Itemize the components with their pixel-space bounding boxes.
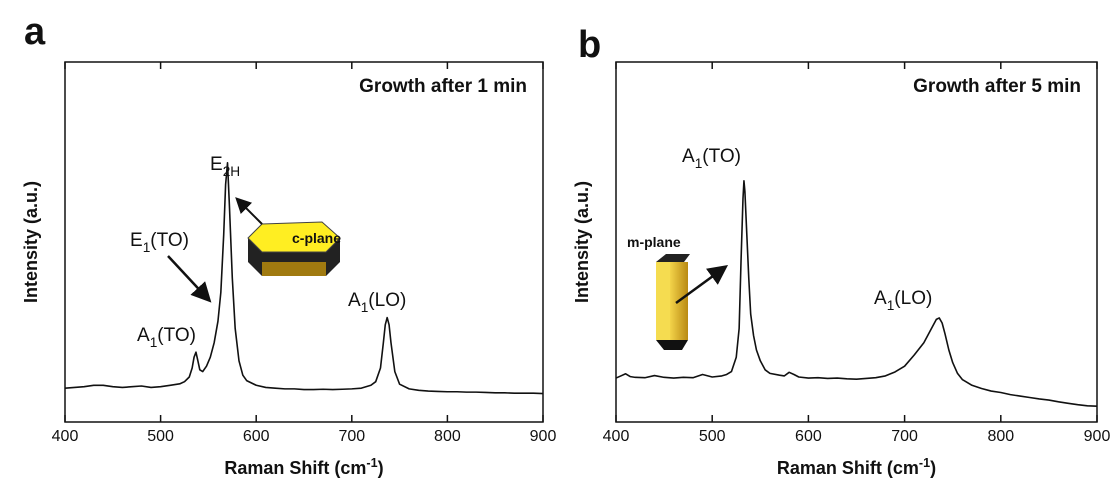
arrow [167, 255, 212, 303]
peak-label: E2H [210, 154, 240, 179]
illustration-label: c-plane [292, 230, 341, 246]
plot-frame [615, 61, 1098, 423]
peak-label-subscript: 1 [143, 240, 151, 255]
x-tick-label: 600 [795, 428, 822, 445]
x-tick-label: 400 [52, 428, 79, 445]
peak-label-text: E [210, 154, 223, 175]
x-tick-label: 400 [603, 428, 630, 445]
peak-label: A1(TO) [137, 325, 196, 350]
y-axis-label: Intensity (a.u.) [21, 181, 41, 303]
peak-label-subscript: 1 [887, 298, 895, 313]
x-tick-label: 700 [338, 428, 365, 445]
x-tick-label: 900 [530, 428, 557, 445]
peak-label-subscript: 1 [150, 335, 158, 350]
x-axis-label-text: Raman Shift (cm [224, 458, 366, 478]
peak-label: A1(TO) [682, 146, 741, 171]
chart-title: Growth after 5 min [913, 76, 1081, 97]
peak-label-suffix: (LO) [894, 288, 932, 309]
peak-label-text: A [682, 146, 695, 167]
peak-label-text: A [137, 325, 150, 346]
x-axis-label-suffix: ) [930, 458, 936, 478]
peak-label-suffix: (TO) [157, 325, 196, 346]
plot-frame [64, 61, 544, 423]
x-tick-label: 500 [699, 428, 726, 445]
panel-label: b [578, 24, 601, 66]
peak-label-suffix: (TO) [702, 146, 741, 167]
x-axis-label-superscript: -1 [366, 456, 377, 470]
m-plane-illustration [656, 254, 729, 350]
x-axis-label: Raman Shift (cm-1) [224, 456, 383, 478]
peak-label-subscript: 1 [695, 156, 703, 171]
peak-label-suffix: (LO) [368, 290, 406, 311]
panel-label: a [24, 11, 46, 53]
illustration-label: m-plane [627, 234, 681, 250]
peak-label: A1(LO) [874, 288, 932, 313]
x-tick-label: 900 [1084, 428, 1111, 445]
x-axis-label-superscript: -1 [919, 456, 930, 470]
peak-label-subscript: 1 [361, 300, 369, 315]
x-tick-label: 700 [891, 428, 918, 445]
illustration-label-text: m-plane [627, 234, 681, 250]
peak-label: E1(TO) [130, 230, 189, 255]
peak-label-subscript: 2H [223, 164, 240, 179]
illustration-label-text: c-plane [292, 230, 341, 246]
x-tick-label: 600 [243, 428, 270, 445]
x-axis-label-suffix: ) [378, 458, 384, 478]
peak-label-text: E [130, 230, 143, 251]
peak-label-suffix: (TO) [150, 230, 189, 251]
spectrum-line [64, 162, 544, 395]
peak-label: A1(LO) [348, 290, 406, 315]
x-axis-label: Raman Shift (cm-1) [777, 456, 936, 478]
chart-title: Growth after 1 min [359, 76, 527, 97]
spectrum-line [615, 180, 1098, 407]
x-tick-label: 500 [147, 428, 174, 445]
x-tick-label: 800 [987, 428, 1014, 445]
x-axis-label-text: Raman Shift (cm [777, 458, 919, 478]
x-tick-label: 800 [434, 428, 461, 445]
peak-label-text: A [348, 290, 361, 311]
y-axis-label: Intensity (a.u.) [572, 181, 592, 303]
peak-label-text: A [874, 288, 887, 309]
c-plane-illustration [235, 197, 341, 276]
